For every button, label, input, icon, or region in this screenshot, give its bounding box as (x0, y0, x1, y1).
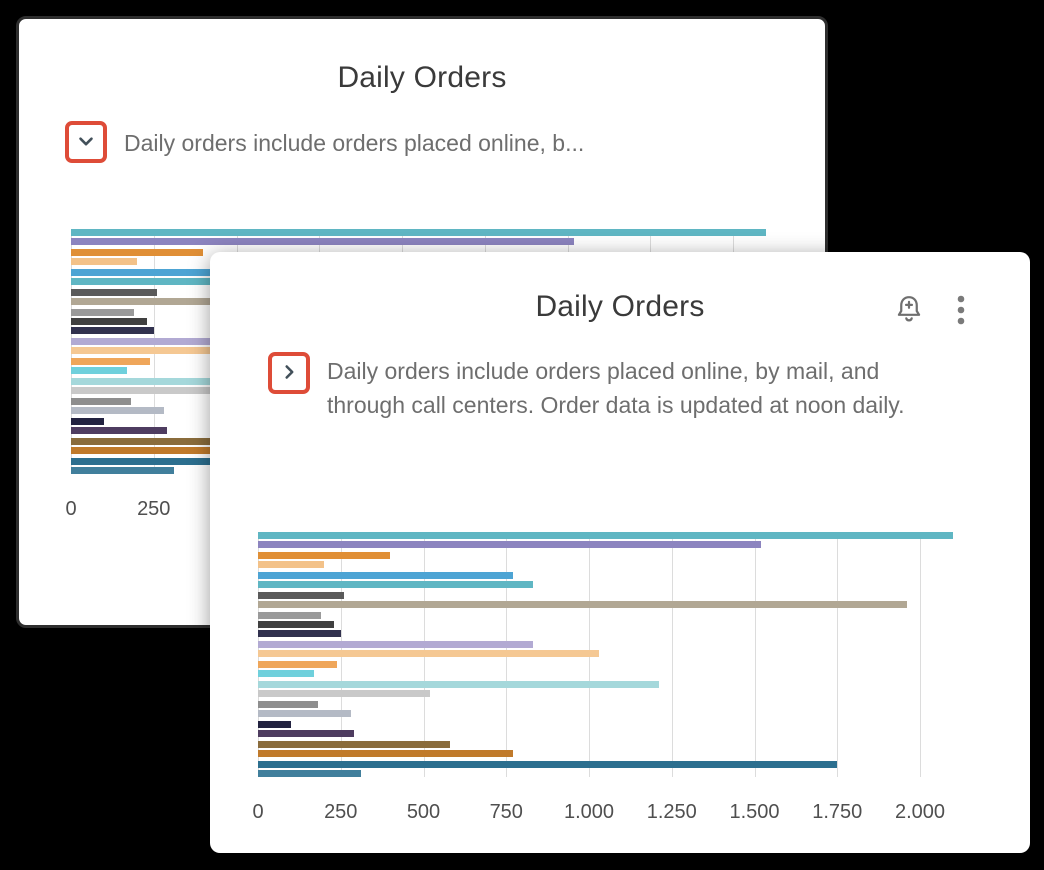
bar[interactable] (71, 447, 326, 454)
bar[interactable] (71, 289, 158, 296)
bar[interactable] (258, 730, 354, 737)
bar[interactable] (258, 621, 335, 628)
bar[interactable] (71, 427, 167, 434)
bar[interactable] (258, 552, 391, 559)
description-row: Daily orders include orders placed onlin… (268, 352, 982, 422)
bar[interactable] (258, 630, 341, 637)
axis-tick-label: 0 (252, 801, 264, 823)
bar[interactable] (71, 438, 263, 445)
bar[interactable] (258, 670, 315, 677)
bar[interactable] (71, 338, 346, 345)
bar[interactable] (71, 278, 346, 285)
bar[interactable] (71, 269, 326, 276)
card-description: Daily orders include orders placed onlin… (124, 130, 585, 156)
axis-tick-label: 750 (489, 801, 523, 823)
axis-tick-label: 1.500 (729, 801, 780, 823)
bar[interactable] (258, 572, 513, 579)
bar[interactable] (258, 532, 954, 539)
bar[interactable] (71, 387, 244, 394)
bar[interactable] (71, 407, 164, 414)
gridline (920, 532, 921, 777)
page-title: Daily Orders (337, 61, 507, 94)
bell-plus-icon (894, 296, 924, 329)
chart-x-axis: 0 250 500 750 1.000 1.250 1.500 1.750 2.000 (252, 801, 958, 827)
bar[interactable] (258, 601, 907, 608)
axis-tick-label: 500 (406, 801, 441, 823)
chevron-down-icon (75, 130, 97, 155)
gridline (671, 532, 673, 777)
axis-tick-label: 1.000 (563, 801, 615, 823)
bar[interactable] (258, 750, 513, 757)
bar[interactable] (71, 229, 767, 236)
bar[interactable] (71, 258, 138, 265)
bar[interactable] (71, 249, 204, 256)
bar[interactable] (71, 318, 148, 325)
bar[interactable] (258, 661, 338, 668)
axis-tick-label: 2.000 (894, 801, 946, 823)
bar[interactable] (71, 358, 151, 365)
card-header-actions (894, 294, 966, 326)
axis-tick-label: 1.750 (812, 801, 863, 823)
bar[interactable] (258, 710, 351, 717)
bar[interactable] (258, 581, 533, 588)
bar[interactable] (71, 238, 575, 245)
bar[interactable] (258, 770, 361, 777)
bar[interactable] (71, 467, 174, 474)
bar[interactable] (258, 721, 292, 728)
bar[interactable] (71, 418, 105, 425)
kebab-menu-icon (956, 295, 966, 329)
axis-tick-label: 250 (137, 498, 171, 520)
bar[interactable] (71, 367, 128, 374)
bar[interactable] (258, 561, 325, 568)
axis-tick-label: 0 (65, 498, 77, 520)
description-toggle-button[interactable] (65, 121, 107, 163)
bar[interactable] (71, 327, 154, 334)
description-toggle-button[interactable] (268, 352, 310, 394)
notifications-button[interactable] (894, 294, 924, 326)
bar[interactable] (258, 612, 321, 619)
card-description: Daily orders include orders placed onlin… (327, 358, 905, 418)
bar[interactable] (258, 592, 345, 599)
bar[interactable] (258, 681, 659, 688)
bar[interactable] (258, 761, 838, 768)
bar[interactable] (258, 690, 431, 697)
description-row: Daily orders include orders placed onlin… (65, 121, 791, 163)
gridline (754, 532, 756, 777)
bar[interactable] (258, 701, 318, 708)
bar[interactable] (258, 741, 450, 748)
bar[interactable] (258, 650, 599, 657)
menu-button[interactable] (956, 294, 966, 326)
gridline (837, 532, 839, 777)
bar[interactable] (71, 309, 134, 316)
chart-plot-area (258, 532, 958, 777)
axis-tick-label: 250 (324, 801, 358, 823)
bar[interactable] (258, 641, 533, 648)
daily-orders-bar-chart: 0 250 500 750 1.000 1.250 1.500 1.750 2.000 (252, 532, 958, 827)
page-title: Daily Orders (535, 290, 705, 323)
axis-tick-label: 1.250 (646, 801, 697, 823)
bar[interactable] (71, 398, 131, 405)
bar[interactable] (258, 541, 762, 548)
chevron-right-icon (278, 361, 300, 386)
daily-orders-card-expanded: Daily Orders (210, 252, 1030, 853)
